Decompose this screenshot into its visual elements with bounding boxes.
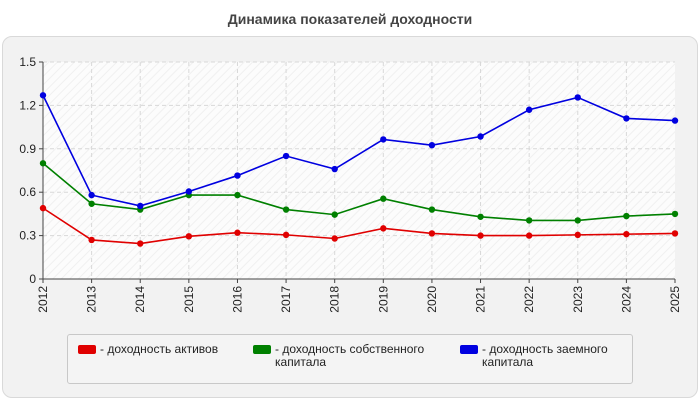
data-point — [39, 92, 47, 99]
chart-title: Динамика показателей доходности — [227, 11, 473, 27]
x-tick-label: 2023 — [571, 286, 585, 313]
data-point — [282, 206, 290, 213]
data-point — [380, 225, 387, 232]
legend-item-assets: - доходность активов — [78, 343, 238, 356]
data-point — [234, 229, 241, 236]
data-point — [671, 117, 679, 124]
plot-area — [43, 62, 675, 279]
data-point — [39, 204, 47, 212]
data-point — [185, 188, 193, 195]
y-tick-label: 1.2 — [19, 98, 36, 112]
data-point — [477, 213, 484, 220]
y-tick-label: 0.6 — [19, 185, 36, 199]
series-line-0 — [42, 207, 676, 245]
series-lines — [39, 92, 679, 247]
data-point — [428, 230, 436, 237]
x-tick-label: 2018 — [328, 286, 342, 313]
y-tick-label: 1.5 — [19, 55, 36, 69]
legend-swatch-debt — [460, 345, 478, 354]
legend-item-equity: - доходность собственного капитала — [253, 343, 453, 369]
data-point — [88, 191, 95, 199]
legend-label-assets: - доходность активов — [100, 342, 219, 356]
x-tick-label: 2021 — [474, 286, 488, 313]
x-tick-label: 2015 — [182, 286, 196, 313]
series-line-1 — [42, 162, 676, 222]
data-point — [671, 230, 679, 237]
data-point — [39, 160, 47, 167]
data-point — [331, 211, 338, 218]
data-point — [477, 232, 484, 239]
legend-swatch-equity — [253, 345, 271, 354]
data-point — [477, 133, 484, 140]
x-tick-label: 2022 — [522, 286, 536, 313]
data-point — [671, 210, 679, 218]
data-point — [137, 202, 144, 210]
data-point — [234, 191, 241, 199]
data-point — [234, 172, 241, 179]
legend-item-debt: - доходность заемного капитала — [460, 343, 625, 369]
data-point — [428, 141, 436, 149]
x-tick-label: 2013 — [85, 286, 99, 313]
data-point — [428, 206, 436, 213]
data-point — [88, 200, 95, 207]
data-point — [623, 212, 630, 220]
data-point — [331, 165, 338, 173]
data-point — [331, 235, 338, 242]
legend-swatch-assets — [78, 345, 96, 354]
data-point — [574, 217, 581, 224]
data-point — [525, 217, 533, 224]
x-tick-label: 2014 — [133, 286, 147, 313]
data-point — [525, 232, 533, 239]
data-point — [380, 195, 387, 202]
data-point — [137, 240, 144, 247]
data-point — [623, 230, 630, 238]
data-point — [282, 231, 290, 239]
x-tick-label: 2016 — [230, 286, 244, 313]
axes: 0 0.3 0.6 0.9 1.2 1.5 2012 2013 2014 2015 2016 2017… — [19, 55, 682, 313]
x-tick-label: 2019 — [376, 286, 390, 313]
legend-label-equity: - доходность собственного капитала — [275, 342, 425, 369]
grid — [43, 61, 675, 279]
data-point — [282, 152, 290, 160]
y-tick-label: 0 — [29, 272, 36, 286]
x-tick-label: 2017 — [279, 286, 293, 313]
data-point — [525, 106, 533, 113]
data-point — [88, 236, 95, 244]
data-point — [574, 231, 581, 239]
x-tick-label: 2012 — [36, 286, 50, 313]
x-tick-label: 2020 — [425, 286, 439, 313]
legend-label-debt: - доходность заемного капитала — [482, 342, 608, 369]
legend: - доходность активов - доходность собств… — [67, 334, 633, 384]
data-point — [380, 136, 387, 143]
series-line-2 — [42, 94, 676, 207]
x-tick-label: 2024 — [619, 286, 633, 313]
data-point — [574, 94, 581, 101]
y-tick-label: 0.9 — [19, 142, 36, 156]
y-tick-label: 0.3 — [19, 229, 36, 243]
x-tick-label: 2025 — [668, 286, 682, 313]
data-point — [185, 233, 193, 240]
data-point — [623, 115, 630, 122]
